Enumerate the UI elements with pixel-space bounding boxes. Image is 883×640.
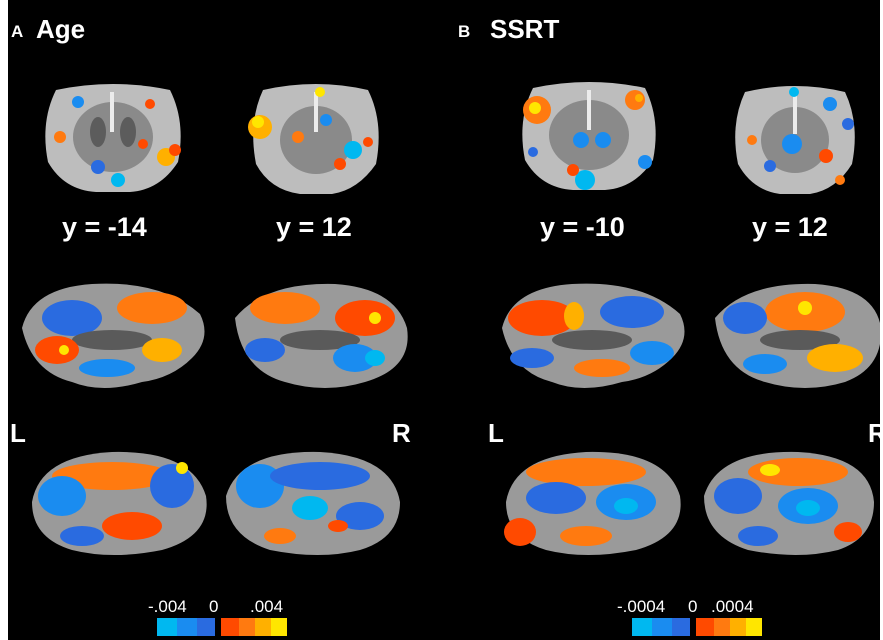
medial-surface-b-left (504, 451, 681, 555)
left-edge-strip (0, 0, 8, 640)
lateral-surface-b-left (502, 283, 685, 388)
hemisphere-label-a-left: L (10, 418, 26, 448)
coord-label-a1: y = -14 (62, 212, 147, 242)
colorbar-b-min-label: -.0004 (617, 597, 666, 616)
coord-label-b1: y = -10 (540, 212, 625, 242)
lateral-surface-b-right (715, 283, 882, 388)
panel-b-title: SSRT (490, 14, 560, 44)
coronal-slice-b1 (522, 82, 656, 190)
medial-surface-a-right (226, 451, 400, 555)
lateral-surface-a-right (235, 283, 408, 388)
hemisphere-label-a-right: R (392, 418, 411, 448)
panel-b-letter: B (458, 22, 471, 41)
colorbar-a (157, 618, 287, 636)
panel-a-title: Age (36, 14, 86, 44)
colorbar-a-min-label: -.004 (148, 597, 187, 616)
colorbar-b-zero-label: 0 (688, 597, 698, 616)
colorbar-b-max-label: .0004 (711, 597, 754, 616)
coronal-slice-a1 (45, 84, 181, 192)
right-edge-strip (880, 0, 883, 640)
medial-surface-a-left (32, 451, 207, 555)
panel-a-letter: A (11, 22, 24, 41)
colorbar-a-max-label: .004 (250, 597, 284, 616)
hemisphere-label-b-right: R (868, 418, 883, 448)
coronal-slice-b2 (735, 86, 855, 194)
coord-label-b2: y = 12 (752, 212, 828, 242)
colorbar-b (632, 618, 762, 636)
hemisphere-label-b-left: L (488, 418, 504, 448)
medial-surface-b-right (704, 451, 874, 555)
coronal-slice-a2 (248, 84, 379, 194)
coord-label-a2: y = 12 (276, 212, 352, 242)
colorbar-a-zero-label: 0 (209, 597, 219, 616)
lateral-surface-a-left (22, 283, 205, 388)
